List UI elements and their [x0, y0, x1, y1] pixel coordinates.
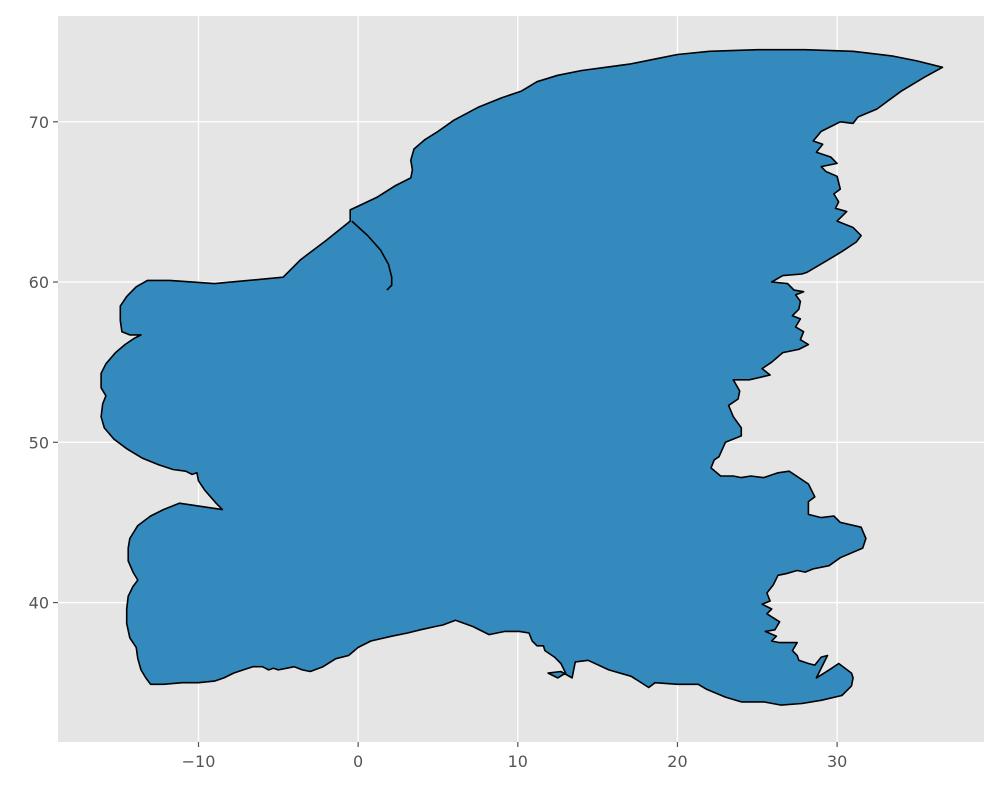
y-axis-ticks: 40 50 60 70: [29, 113, 58, 613]
map-inner-boundary: [351, 220, 393, 291]
map-region-fill: [100, 48, 944, 706]
y-tick-label: 60: [29, 273, 49, 292]
x-tick-label: 30: [827, 752, 847, 771]
x-tick-label: 20: [667, 752, 687, 771]
x-axis-ticks: −10 0 10 20 30: [182, 742, 847, 771]
y-tick-label: 40: [29, 594, 49, 613]
x-tick-label: −10: [182, 752, 216, 771]
y-tick-label: 50: [29, 433, 49, 452]
x-tick-label: 0: [353, 752, 363, 771]
x-tick-label: 10: [508, 752, 528, 771]
y-tick-label: 70: [29, 113, 49, 132]
